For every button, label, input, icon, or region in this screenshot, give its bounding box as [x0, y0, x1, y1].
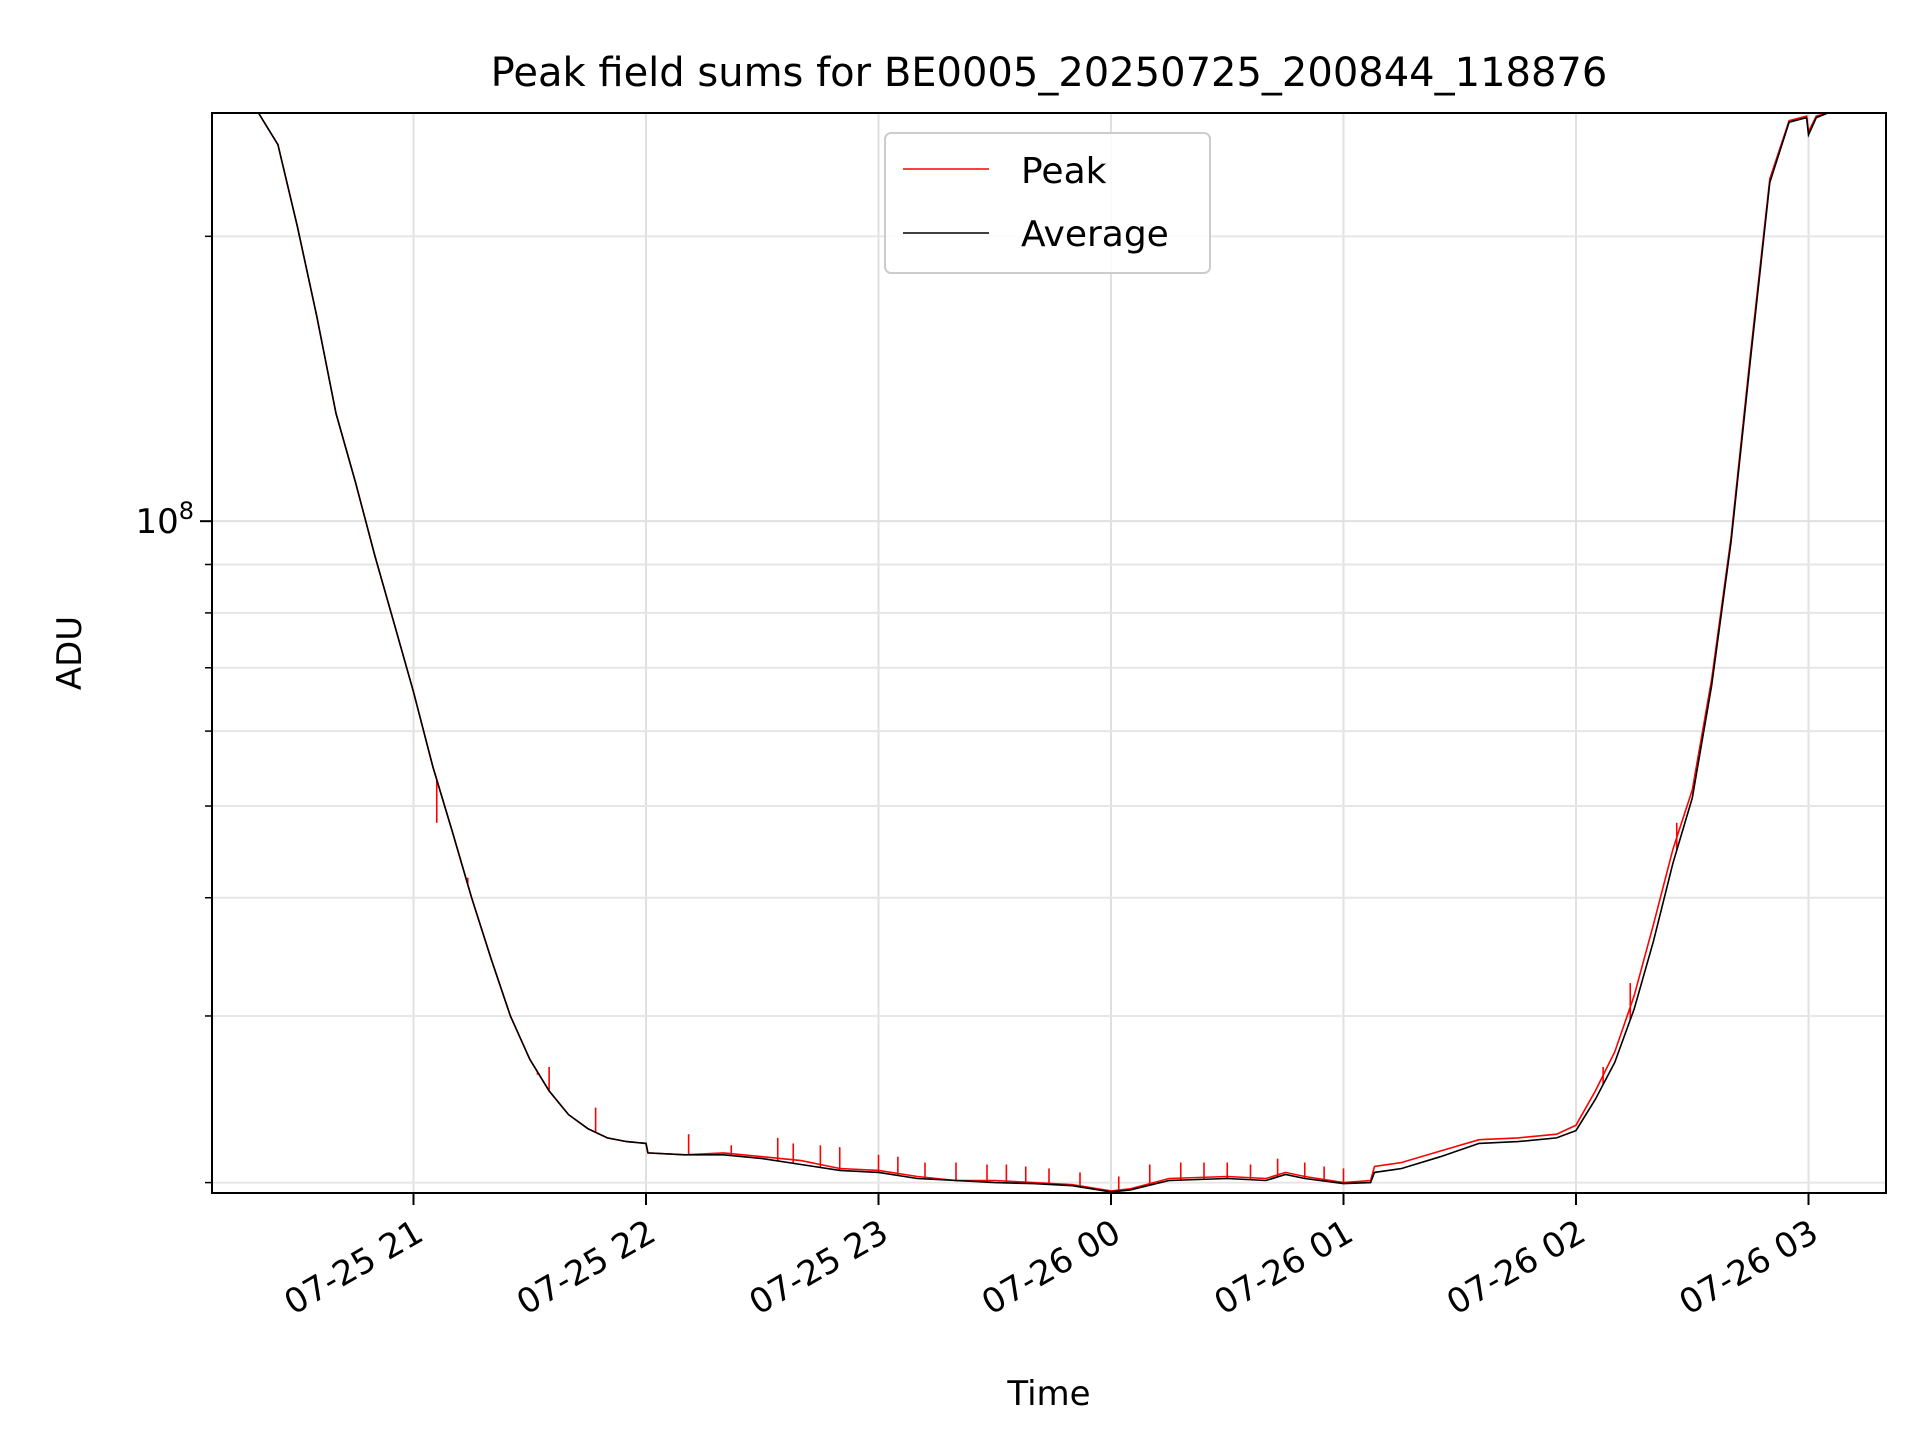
y-tick-label: 108	[135, 497, 194, 542]
plot-frame	[211, 112, 1887, 1194]
legend-average-label: Average	[1021, 214, 1169, 255]
y-tick-label-exponent: 8	[179, 497, 194, 525]
y-axis-label: ADU	[50, 616, 90, 690]
grid	[212, 113, 1886, 1193]
legend-box	[884, 132, 1211, 274]
x-axis-label: Time	[1006, 1374, 1090, 1414]
legend-peak-label: Peak	[1021, 151, 1107, 192]
chart-title: Peak field sums for BE0005_20250725_2008…	[491, 50, 1608, 96]
y-tick-label-base: 10	[135, 502, 178, 542]
series-layer	[212, 113, 1829, 1193]
legend: Peak Average	[884, 132, 1211, 274]
series-line-average	[212, 113, 1829, 1193]
